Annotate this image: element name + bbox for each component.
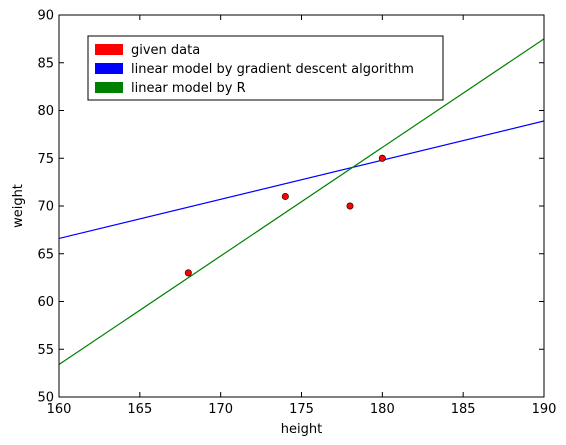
legend-swatch [95, 82, 123, 93]
plot-content [59, 38, 544, 366]
y-tick-label: 65 [37, 247, 54, 262]
legend-swatch [95, 44, 123, 55]
y-tick-label: 80 [37, 104, 54, 119]
y-tick-label: 50 [37, 391, 54, 406]
x-tick-label: 165 [127, 402, 152, 417]
y-tick-label: 60 [37, 295, 54, 310]
y-tick-label: 75 [37, 152, 54, 167]
x-axis-label: height [281, 422, 322, 437]
y-tick-label: 90 [37, 9, 54, 24]
x-tick-label: 180 [370, 402, 395, 417]
x-tick-label: 160 [47, 402, 72, 417]
legend-entry: given data [131, 43, 200, 58]
y-tick-label: 55 [37, 343, 54, 358]
series-line-1 [59, 120, 544, 240]
y-tick-label: 70 [37, 200, 54, 215]
legend: given data linear model by gradient desce… [87, 35, 444, 101]
legend-entry: linear model by R [131, 81, 246, 96]
data-point [346, 202, 354, 210]
x-tick-label: 185 [451, 402, 476, 417]
data-point [184, 269, 192, 277]
x-tick-label: 190 [532, 402, 557, 417]
x-tick-label: 170 [208, 402, 233, 417]
legend-box [87, 35, 444, 101]
y-axis-label: weight [11, 184, 26, 228]
plot-frame [58, 14, 545, 398]
axis-ticks: 160 165 170 175 180 185 190 50 55 60 65 70 75 80 85 90 [37, 9, 556, 418]
data-point [281, 192, 289, 200]
y-tick-label: 85 [37, 56, 54, 71]
data-point [378, 154, 386, 162]
legend-entry: linear model by gradient descent algorit… [131, 62, 414, 77]
series-line-2 [59, 38, 544, 366]
legend-swatch [95, 63, 123, 74]
x-tick-label: 175 [289, 402, 314, 417]
